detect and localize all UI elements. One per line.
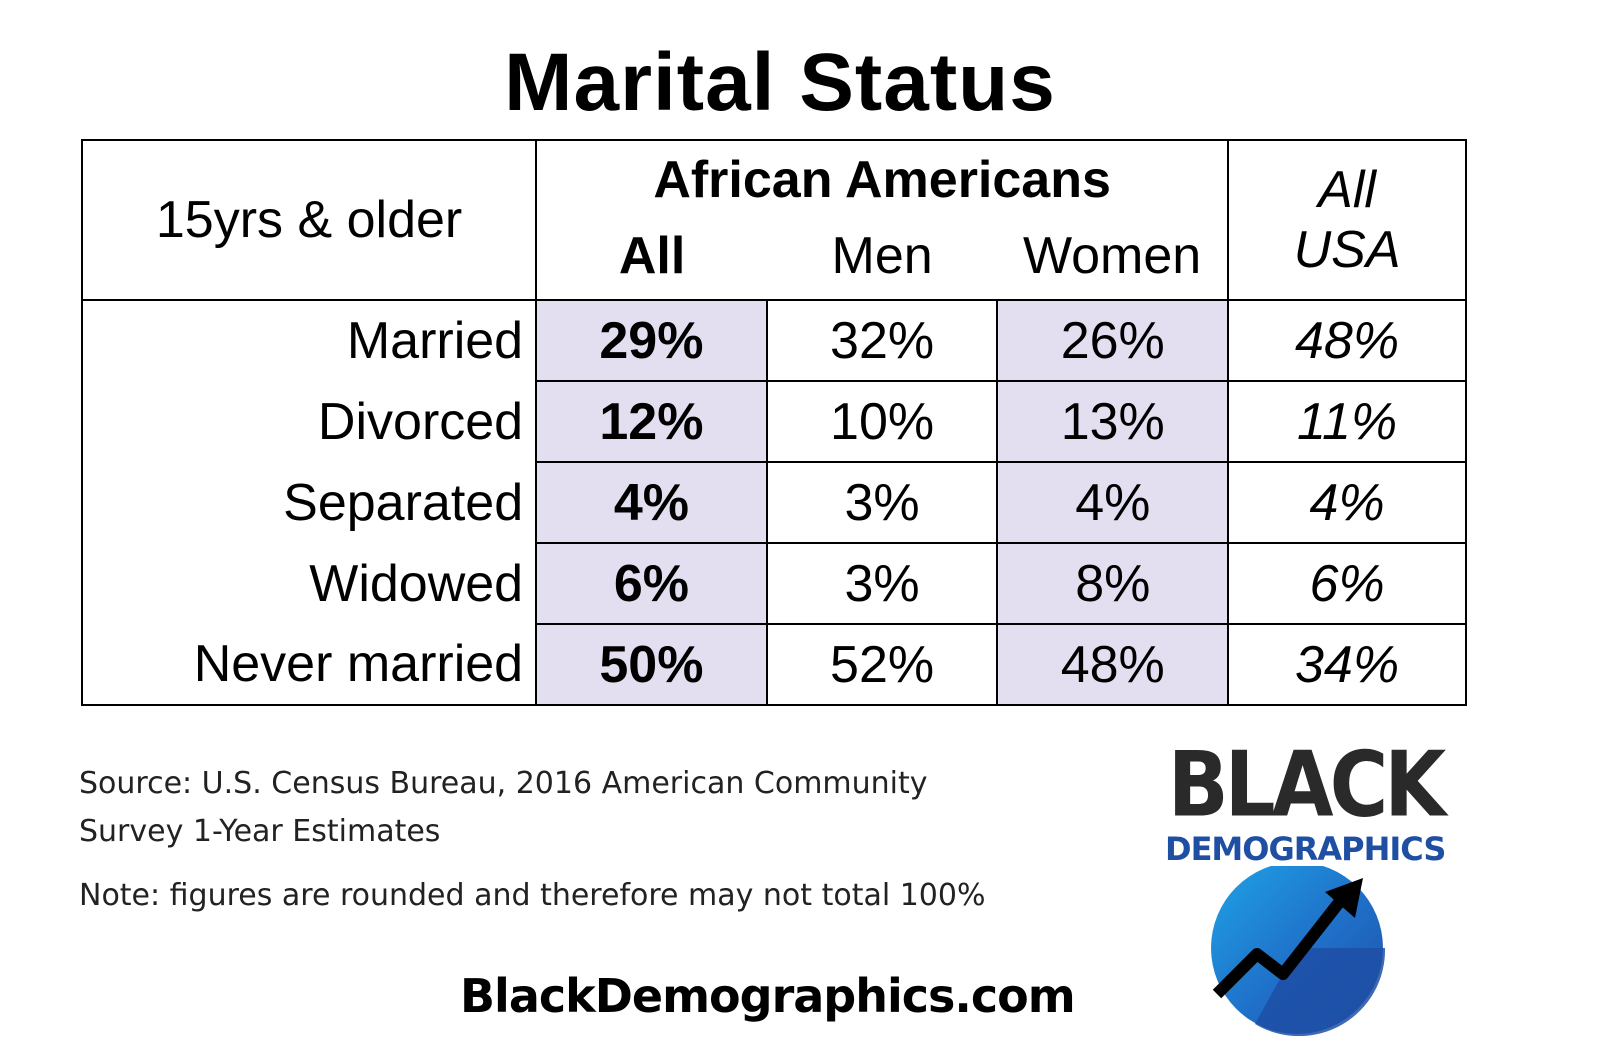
header-row: 15yrs & older African Americans All Men …: [80, 139, 1467, 301]
marital-status-table: 15yrs & older African Americans All Men …: [80, 139, 1467, 706]
cell-women: 13%: [996, 380, 1230, 463]
table-row: Divorced 12% 10% 13% 11%: [80, 380, 1467, 463]
cell-all: 6%: [535, 542, 768, 625]
usa-header-line1: All: [1318, 161, 1376, 219]
cell-women: 4%: [996, 461, 1230, 544]
cell-women: 26%: [996, 299, 1230, 382]
logo-word-demographics: DEMOGRAPHICS: [1165, 830, 1446, 868]
table-row: Separated 4% 3% 4% 4%: [80, 461, 1467, 544]
row-label: Never married: [80, 624, 538, 706]
table-row: Widowed 6% 3% 8% 6%: [80, 542, 1467, 625]
chart-title: Marital Status: [504, 37, 1056, 128]
black-demographics-logo: BLACK DEMOGRAPHICS: [1165, 732, 1447, 1038]
rising-arrow-globe-icon: [1211, 866, 1386, 1036]
cell-women: 8%: [996, 542, 1230, 625]
logo-word-black: BLACK: [1167, 732, 1447, 837]
table-row: Never married 50% 52% 48% 34%: [80, 623, 1467, 706]
cell-men: 3%: [765, 542, 999, 625]
cell-all-usa: 34%: [1227, 623, 1467, 706]
group-label: African Americans: [653, 151, 1111, 209]
cell-men: 32%: [765, 299, 999, 382]
cell-all-usa: 48%: [1227, 299, 1467, 382]
cell-all-usa: 4%: [1227, 461, 1467, 544]
column-header-women: Women: [1023, 227, 1202, 285]
cell-women: 48%: [996, 623, 1230, 706]
cell-all: 50%: [535, 623, 768, 706]
cell-men: 3%: [765, 461, 999, 544]
website-link[interactable]: BlackDemographics.com: [460, 969, 1076, 1023]
corner-label: 15yrs & older: [80, 139, 538, 301]
row-label: Married: [80, 299, 538, 381]
usa-header-line2: USA: [1293, 221, 1401, 279]
column-header-all: All: [618, 227, 686, 285]
source-line-2: Survey 1-Year Estimates: [79, 814, 441, 849]
rounding-note: Note: figures are rounded and therefore …: [79, 878, 986, 913]
cell-all: 12%: [535, 380, 768, 463]
row-label: Separated: [80, 462, 538, 543]
cell-all: 29%: [535, 299, 768, 382]
source-note: Source: U.S. Census Bureau, 2016 America…: [79, 760, 928, 856]
row-label: Widowed: [80, 543, 538, 624]
column-header-men: Men: [831, 227, 933, 285]
cell-all-usa: 6%: [1227, 542, 1467, 625]
african-americans-header: African Americans All Men Women: [535, 139, 1230, 301]
all-usa-header: All USA: [1227, 139, 1467, 301]
cell-all-usa: 11%: [1227, 380, 1467, 463]
cell-all: 4%: [535, 461, 768, 544]
table-row: Married 29% 32% 26% 48%: [80, 299, 1467, 382]
source-line-1: Source: U.S. Census Bureau, 2016 America…: [79, 766, 928, 801]
subgroup-headers: All Men Women: [537, 226, 1227, 286]
row-label: Divorced: [80, 381, 538, 462]
cell-men: 10%: [765, 380, 999, 463]
cell-men: 52%: [765, 623, 999, 706]
